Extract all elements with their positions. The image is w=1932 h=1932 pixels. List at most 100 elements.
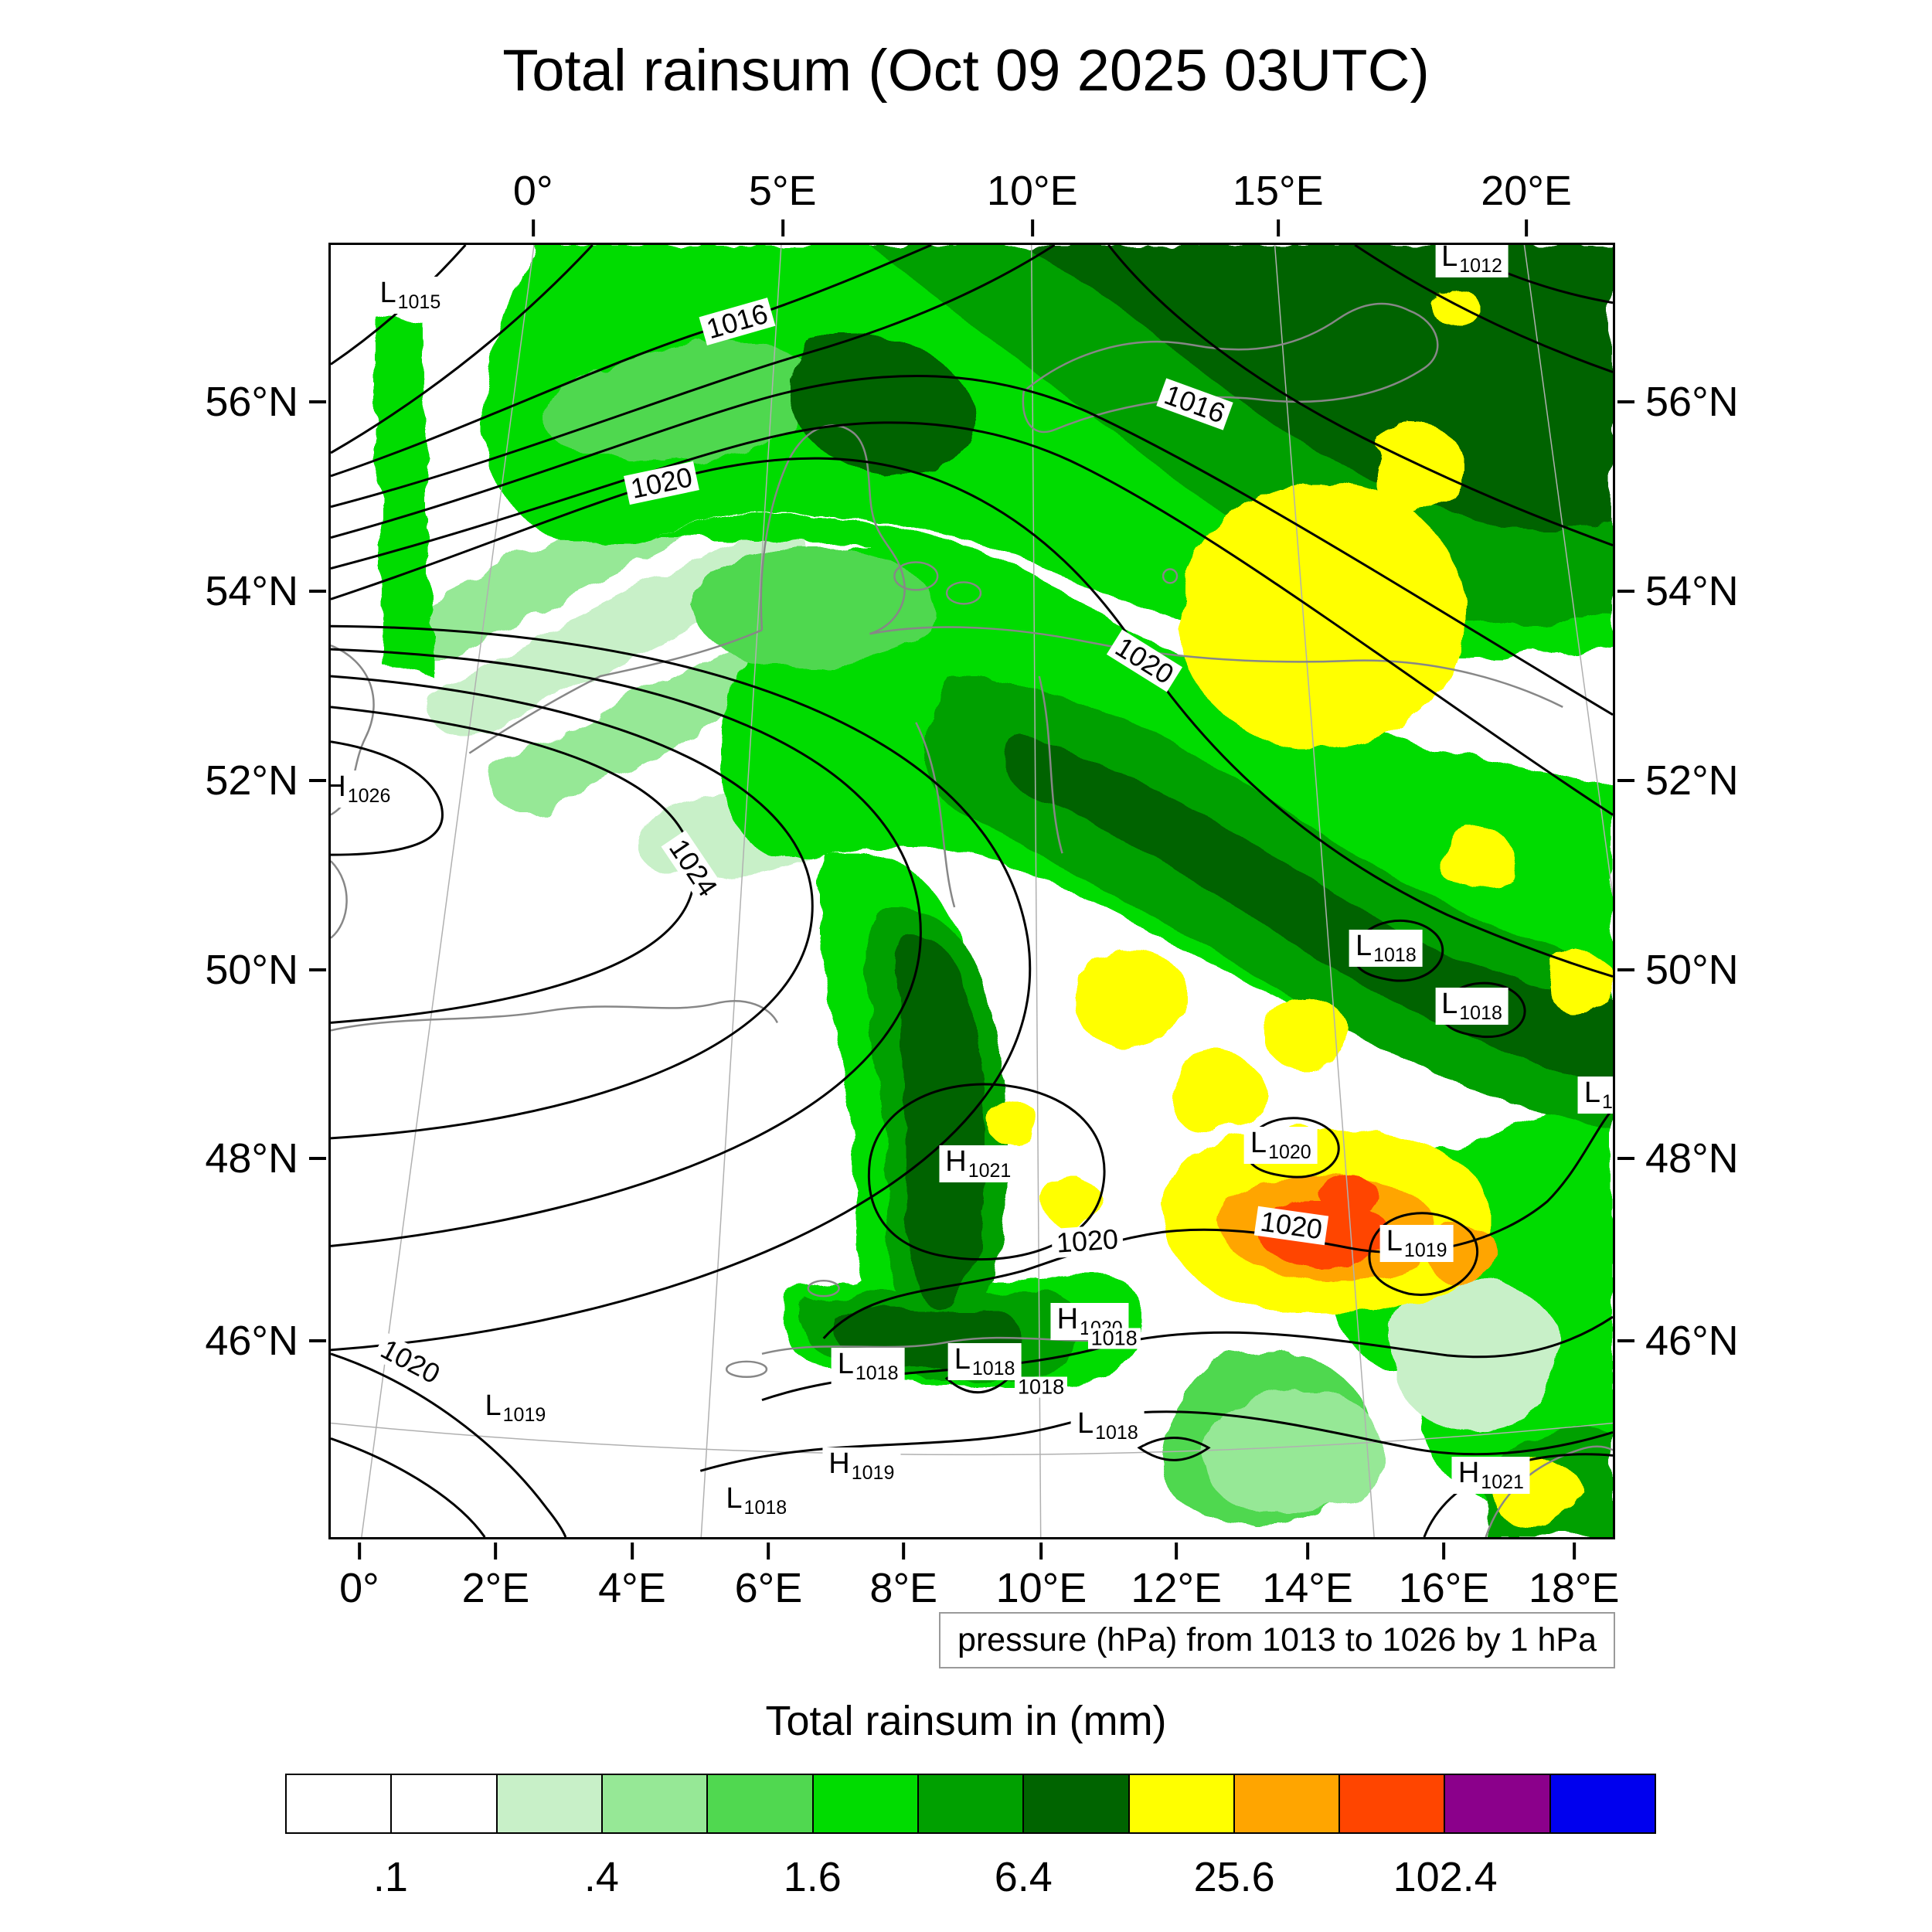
colorbar-cell (1340, 1775, 1446, 1832)
page-title: Total rainsum (Oct 09 2025 03UTC) (502, 38, 1430, 104)
pressure-contour-lines (331, 245, 1613, 1537)
colorbar-cell (602, 1775, 709, 1832)
pressure-center-letter: L (954, 1342, 971, 1376)
axis-tick-label: 10°E (995, 1565, 1087, 1611)
pressure-center-marker: H1021 (939, 1145, 1018, 1182)
pressure-center-letter: H (331, 770, 346, 803)
tick-mark (781, 219, 784, 236)
colorbar-tick-label: 25.6 (1193, 1854, 1275, 1900)
tick-mark (531, 219, 535, 236)
pressure-center-value: 1019 (1403, 1240, 1447, 1262)
pressure-center-value: 1019 (851, 1462, 895, 1485)
pressure-center-value: 1018 (1373, 944, 1417, 966)
pressure-center-value: 1018 (1459, 1002, 1502, 1024)
pressure-center-value: 1026 (347, 784, 391, 807)
pressure-center-marker: L1018 (1349, 929, 1423, 967)
axis-tick-label: 4°E (598, 1565, 666, 1611)
tick-mark (1306, 1543, 1310, 1560)
axis-tick-label: 46°N (1645, 1318, 1739, 1365)
pressure-center-letter: H (1056, 1302, 1079, 1335)
pressure-caption: pressure (hPa) from 1013 to 1026 by 1 hP… (938, 1612, 1615, 1668)
pressure-center-letter: L (1441, 243, 1458, 274)
pressure-center-letter: L (1355, 929, 1372, 962)
tick-mark (767, 1543, 770, 1560)
pressure-center-marker: L10 (1577, 1077, 1613, 1114)
tick-mark (1175, 1543, 1179, 1560)
axis-tick-label: 18°E (1528, 1565, 1620, 1611)
tick-mark (630, 1543, 634, 1560)
pressure-center-value: 1019 (502, 1403, 546, 1426)
tick-mark (309, 590, 326, 594)
pressure-center-marker: L1020 (1243, 1127, 1318, 1165)
axis-tick-label: 46°N (205, 1318, 298, 1365)
axis-tick-right: 48°N (1617, 1136, 1739, 1181)
tick-mark (1617, 400, 1634, 404)
axis-tick-label: 56°N (205, 379, 298, 426)
axis-tick-label: 0° (339, 1565, 379, 1611)
tick-mark (1617, 590, 1634, 594)
axis-tick-bottom: 4°E (598, 1543, 666, 1611)
axis-tick-label: 2°E (461, 1565, 530, 1611)
tick-mark (1276, 219, 1280, 236)
pressure-center-letter: L (1250, 1127, 1267, 1160)
colorbar-cell (392, 1775, 498, 1832)
pressure-center-marker: L1018 (947, 1342, 1022, 1380)
axis-tick-label: 16°E (1398, 1565, 1490, 1611)
tick-mark (902, 1543, 906, 1560)
pressure-center-value: 10 (1602, 1091, 1613, 1114)
tick-mark (1525, 219, 1529, 236)
colorbar-tick-label: 1.6 (783, 1854, 842, 1900)
axis-tick-left: 54°N (205, 569, 326, 614)
axis-tick-label: 15°E (1232, 168, 1324, 214)
map-canvas-frame: L1015 L1012 H1026 L1018 L1018 L10 H1021 … (328, 243, 1615, 1539)
axis-tick-bottom: 18°E (1529, 1543, 1620, 1611)
pressure-center-marker: L1018 (1070, 1407, 1145, 1445)
pressure-center-marker: L1018 (831, 1348, 905, 1386)
axis-tick-bottom: 16°E (1398, 1543, 1490, 1611)
axis-tick-bottom: 12°E (1131, 1543, 1222, 1611)
pressure-center-letter: L (726, 1482, 743, 1515)
pressure-center-letter: L (1077, 1407, 1094, 1440)
tick-mark (357, 1543, 361, 1560)
axis-tick-bottom: 2°E (461, 1543, 530, 1611)
pressure-center-value: 1021 (968, 1159, 1012, 1182)
pressure-center-letter: L (1441, 987, 1458, 1020)
colorbar (285, 1774, 1656, 1834)
axis-tick-label: 50°N (205, 947, 298, 994)
rain-field-layer (372, 245, 1613, 1537)
colorbar-cell (1550, 1775, 1655, 1832)
axis-tick-label: 5°E (748, 168, 817, 214)
axis-tick-label: 52°N (205, 757, 298, 804)
tick-mark (1039, 1543, 1043, 1560)
pressure-center-marker: L1015 (373, 277, 447, 315)
axis-tick-label: 56°N (1645, 379, 1739, 426)
colorbar-tick-label: 6.4 (994, 1854, 1053, 1900)
colorbar-cell (1234, 1775, 1341, 1832)
pressure-center-letter: H (828, 1447, 850, 1481)
axis-tick-bottom: 6°E (734, 1543, 803, 1611)
axis-tick-left: 48°N (205, 1136, 326, 1181)
pressure-center-value: 1020 (1268, 1141, 1311, 1164)
axis-tick-right: 52°N (1617, 758, 1739, 803)
axis-tick-top: 15°E (1233, 168, 1324, 236)
axis-tick-label: 52°N (1645, 757, 1739, 804)
axis-tick-right: 54°N (1617, 569, 1739, 614)
pressure-center-marker: L1018 (1435, 987, 1509, 1025)
pressure-center-letter: H (945, 1145, 967, 1178)
pressure-center-letter: L (1386, 1225, 1403, 1258)
axis-tick-label: 50°N (1645, 947, 1739, 994)
pressure-center-letter: H (1458, 1456, 1480, 1489)
tick-mark (494, 1543, 498, 1560)
tick-mark (1442, 1543, 1446, 1560)
axis-tick-label: 8°E (869, 1565, 938, 1611)
map-plot-area: L1015 L1012 H1026 L1018 L1018 L10 H1021 … (205, 168, 1738, 1611)
axis-tick-bottom: 14°E (1262, 1543, 1353, 1611)
axis-tick-label: 6°E (734, 1565, 803, 1611)
tick-mark (1617, 779, 1634, 783)
axis-tick-top: 20°E (1481, 168, 1572, 236)
pressure-center-letter: L (379, 277, 396, 310)
axis-tick-bottom: 0° (339, 1543, 379, 1611)
pressure-center-marker: H1019 (822, 1447, 901, 1485)
tick-mark (309, 400, 326, 404)
